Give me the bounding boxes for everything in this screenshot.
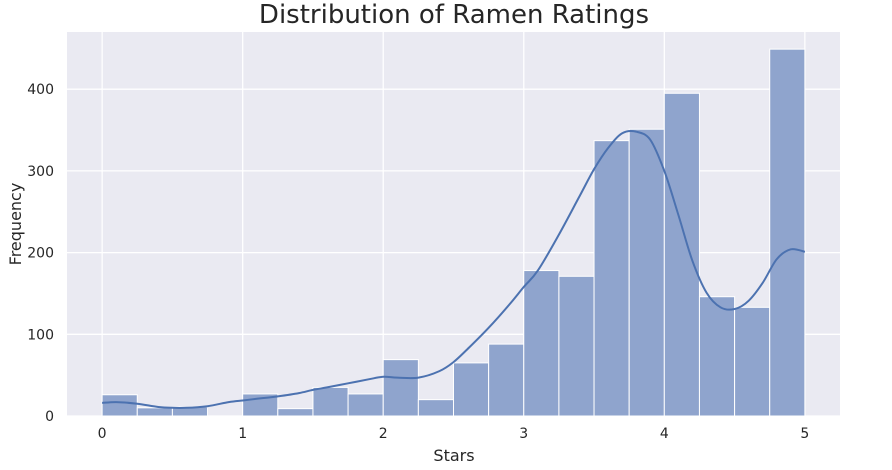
- x-axis-label: Stars: [433, 446, 474, 465]
- histogram-bar-6: [312, 386, 349, 417]
- y-tick-label-3: 300: [27, 164, 54, 180]
- histogram-bar-16: [663, 92, 700, 417]
- histogram-bar-8: [382, 359, 419, 417]
- histogram-bar-13: [558, 275, 595, 417]
- y-tick-label-0: 0: [45, 409, 54, 425]
- x-tick-label-3: 3: [519, 426, 528, 442]
- y-tick-label-2: 200: [27, 246, 54, 262]
- histogram-bar-19: [769, 48, 806, 417]
- x-tick-labels: 0 1 2 3 4 5: [98, 426, 810, 442]
- histogram-bar-12: [523, 270, 560, 417]
- histogram-bar-14: [593, 140, 630, 417]
- x-tick-label-1: 1: [238, 426, 247, 442]
- kde-curve-group: [102, 130, 806, 409]
- x-tick-label-2: 2: [379, 426, 388, 442]
- y-tick-label-1: 100: [27, 327, 54, 343]
- histogram-bar-5: [277, 408, 314, 417]
- histogram-bar-1: [136, 407, 173, 417]
- kde-curve: [102, 130, 806, 409]
- histogram-bar-18: [734, 306, 771, 417]
- histogram-bar-0: [101, 394, 138, 417]
- histogram-bar-15: [628, 128, 665, 417]
- histogram-bar-10: [453, 362, 490, 417]
- x-tick-label-4: 4: [660, 426, 669, 442]
- y-tick-label-4: 400: [27, 82, 54, 98]
- y-axis-label: Frequency: [6, 183, 25, 266]
- y-tick-labels: 0 100 200 300 400: [27, 82, 54, 425]
- histogram-bar-11: [488, 343, 525, 417]
- x-tick-label-0: 0: [98, 426, 107, 442]
- x-tick-label-5: 5: [800, 426, 809, 442]
- histogram-bar-7: [347, 393, 384, 417]
- histogram-bar-17: [698, 296, 736, 417]
- chart-title: Distribution of Ramen Ratings: [259, 0, 649, 30]
- histogram-bar-9: [417, 399, 455, 417]
- histogram-bars: [101, 48, 806, 417]
